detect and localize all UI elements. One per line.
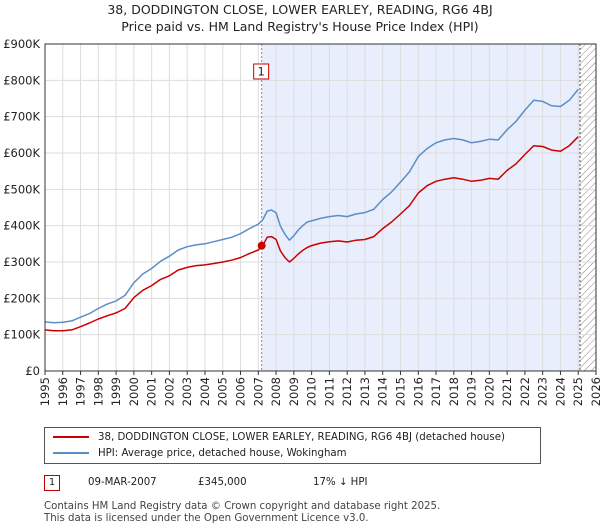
x-tick-label: 2023 (536, 377, 550, 406)
footer-attribution: Contains HM Land Registry data © Crown c… (44, 501, 440, 524)
footer-line1: Contains HM Land Registry data © Crown c… (44, 501, 441, 512)
y-tick-label: £500K (3, 182, 40, 196)
x-tick-label: 2004 (198, 377, 212, 406)
x-tick-label: 2013 (358, 377, 372, 406)
hatched-region-forecast (580, 44, 596, 371)
y-tick-label: £200K (3, 291, 40, 305)
x-tick-label: 2002 (162, 377, 176, 406)
y-tick-label: £100K (3, 328, 40, 342)
y-tick-label: £800K (3, 73, 40, 87)
x-tick-label: 2010 (305, 377, 319, 406)
x-tick-label: 2011 (322, 377, 336, 406)
x-tick-label: 2005 (216, 377, 230, 406)
legend-swatch-hpi (53, 452, 89, 454)
x-tick-label: 2025 (571, 377, 585, 406)
sale-price: £345,000 (198, 477, 247, 488)
x-tick-label: 2014 (376, 377, 390, 406)
sale-number-badge: 1 (44, 475, 60, 491)
legend-item-property: 38, DODDINGTON CLOSE, LOWER EARLEY, READ… (53, 430, 505, 446)
x-tick-label: 2012 (340, 377, 354, 406)
legend: 38, DODDINGTON CLOSE, LOWER EARLEY, READ… (44, 427, 541, 464)
sale-annotation-label: 1 (253, 63, 270, 80)
chart-title-line2: Price paid vs. HM Land Registry's House … (121, 19, 479, 34)
x-tick-label: 2009 (287, 377, 301, 406)
x-tick-label: 1999 (109, 377, 123, 406)
x-tick-label: 1995 (38, 377, 52, 406)
shaded-region-since-sale (261, 44, 581, 371)
x-tick-label: 2022 (518, 377, 532, 406)
x-tick-label: 2008 (269, 377, 283, 406)
x-tick-label: 1996 (56, 377, 70, 406)
sale-annotation-box (253, 63, 270, 80)
y-tick-label: £0 (25, 364, 40, 378)
chart-title-line1: 38, DODDINGTON CLOSE, LOWER EARLEY, READ… (107, 2, 493, 17)
x-tick-label: 2017 (429, 377, 443, 406)
x-tick-label: 2026 (589, 377, 600, 406)
y-tick-label: £300K (3, 255, 40, 269)
x-tick-label: 1997 (74, 377, 88, 406)
x-tick-label: 2020 (482, 377, 496, 406)
y-tick-label: £900K (3, 37, 40, 51)
sale-annotation-number: 1 (258, 65, 265, 79)
plot-frame (44, 43, 597, 372)
legend-label-hpi: HPI: Average price, detached house, Woki… (98, 448, 347, 459)
x-tick-label: 2000 (127, 377, 141, 406)
sale-hpi-delta: 17% ↓ HPI (313, 477, 368, 488)
legend-swatch-property (53, 436, 89, 438)
x-tick-label: 2007 (251, 377, 265, 406)
legend-label-property: 38, DODDINGTON CLOSE, LOWER EARLEY, READ… (98, 432, 505, 443)
x-tick-label: 2019 (465, 377, 479, 406)
sale-point-marker (257, 241, 266, 250)
y-tick-label: £600K (3, 146, 40, 160)
property-price-line (44, 136, 579, 332)
legend-item-hpi: HPI: Average price, detached house, Woki… (53, 446, 347, 462)
x-tick-label: 2016 (411, 377, 425, 406)
sale-date: 09-MAR-2007 (88, 477, 157, 488)
x-tick-label: 2003 (180, 377, 194, 406)
y-tick-label: £400K (3, 219, 40, 233)
hpi-line (44, 88, 579, 324)
x-tick-label: 2001 (145, 377, 159, 406)
x-tick-label: 2015 (393, 377, 407, 406)
x-tick-label: 2021 (500, 377, 514, 406)
x-tick-label: 2006 (234, 377, 248, 406)
chart-title: 38, DODDINGTON CLOSE, LOWER EARLEY, READ… (0, 1, 600, 35)
footer-line2: This data is licensed under the Open Gov… (44, 512, 369, 524)
x-tick-label: 2024 (553, 377, 567, 406)
x-tick-label: 2018 (447, 377, 461, 406)
price-chart: £0 £100K £200K £300K £400K £500K £600K £700K £80… (3, 37, 600, 406)
y-tick-label: £700K (3, 110, 40, 124)
x-tick-label: 1998 (91, 377, 105, 406)
